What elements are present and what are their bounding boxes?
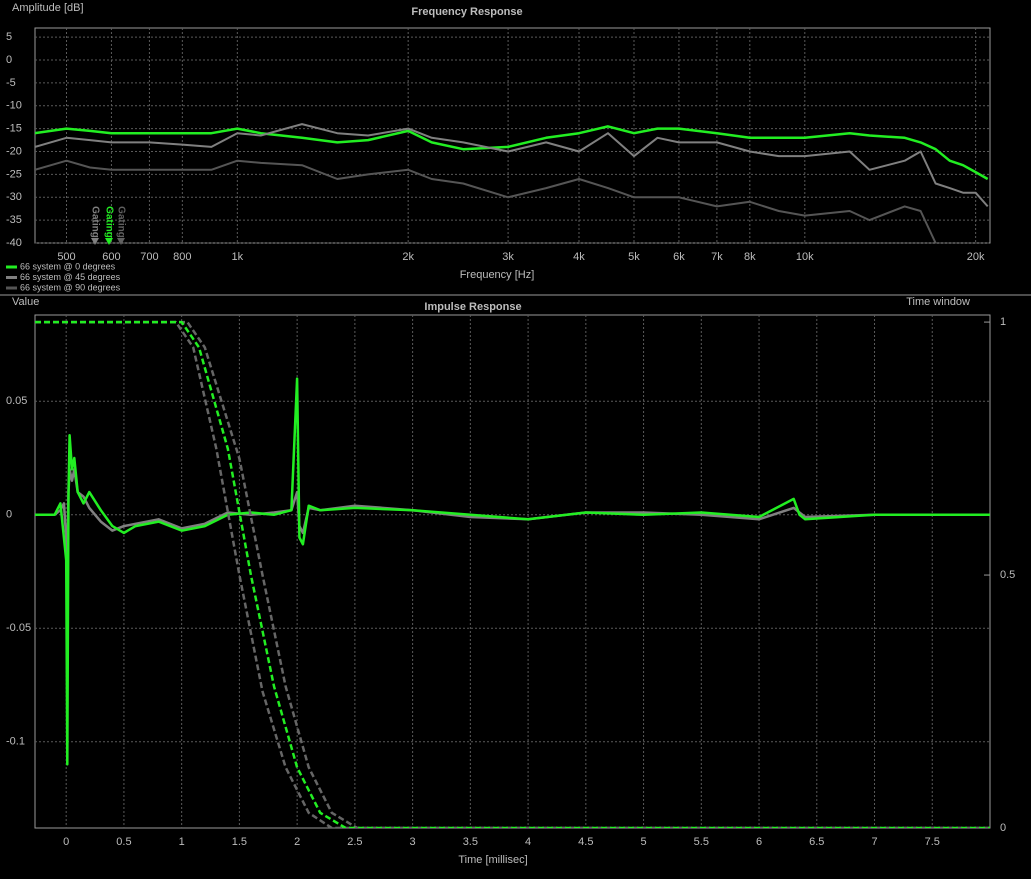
window-line bbox=[35, 320, 990, 828]
data-line bbox=[35, 123, 989, 208]
x-tick-label: 4 bbox=[525, 836, 531, 848]
x-tick-label: 500 bbox=[57, 251, 75, 263]
legend-label: 66 system @ 0 degrees bbox=[20, 261, 116, 271]
y-axis-label: Amplitude [dB] bbox=[12, 2, 84, 14]
x-tick-label: 2 bbox=[294, 836, 300, 848]
x-tick-label: 5.5 bbox=[694, 836, 709, 848]
x-tick-label: 7 bbox=[871, 836, 877, 848]
chart-title: Impulse Response bbox=[424, 301, 521, 313]
x-tick-label: 0.5 bbox=[116, 836, 131, 848]
x-tick-label: 4.5 bbox=[578, 836, 593, 848]
annotation-marker bbox=[105, 238, 113, 245]
y-tick-label: -5 bbox=[6, 77, 16, 89]
legend-label: 66 system @ 45 degrees bbox=[20, 272, 121, 282]
x-tick-label: 4k bbox=[573, 251, 585, 263]
y-tick-label: 5 bbox=[6, 31, 12, 43]
y-tick-label: -15 bbox=[6, 123, 22, 135]
x-tick-label: 6k bbox=[673, 251, 685, 263]
y-tick-label: -25 bbox=[6, 168, 22, 180]
x-tick-label: 10k bbox=[796, 251, 814, 263]
x-tick-label: 2.5 bbox=[347, 836, 362, 848]
x-tick-label: 5 bbox=[641, 836, 647, 848]
x-tick-label: 700 bbox=[140, 251, 158, 263]
y-tick-label: -10 bbox=[6, 100, 22, 112]
y-tick-label: -40 bbox=[6, 237, 22, 249]
x-axis-label: Time [millisec] bbox=[458, 854, 527, 866]
y-tick-label: -35 bbox=[6, 214, 22, 226]
x-tick-label: 1 bbox=[179, 836, 185, 848]
y-tick-label: 0.05 bbox=[6, 395, 27, 407]
x-tick-label: 5k bbox=[628, 251, 640, 263]
y2-tick-label: 0 bbox=[1000, 822, 1006, 834]
data-line bbox=[35, 125, 989, 181]
x-tick-label: 20k bbox=[967, 251, 985, 263]
x-tick-label: 6.5 bbox=[809, 836, 824, 848]
y-tick-label: 0 bbox=[6, 54, 12, 66]
x-tick-label: 2k bbox=[402, 251, 414, 263]
window-line bbox=[35, 320, 990, 828]
x-tick-label: 3k bbox=[502, 251, 514, 263]
x-tick-label: 8k bbox=[744, 251, 756, 263]
annotation-marker bbox=[91, 238, 99, 245]
annotation: Gating bbox=[103, 206, 114, 238]
annotation: Gating bbox=[89, 206, 100, 238]
y-axis-label: Value bbox=[12, 296, 39, 308]
x-tick-label: 7k bbox=[711, 251, 723, 263]
y-tick-label: -0.05 bbox=[6, 622, 31, 634]
x-tick-label: 1.5 bbox=[232, 836, 247, 848]
x-tick-label: 3.5 bbox=[463, 836, 478, 848]
x-tick-label: 600 bbox=[102, 251, 120, 263]
x-tick-label: 1k bbox=[232, 251, 244, 263]
y-tick-label: -30 bbox=[6, 191, 22, 203]
x-tick-label: 3 bbox=[410, 836, 416, 848]
y-tick-label: 0 bbox=[6, 509, 12, 521]
annotation: Gating bbox=[115, 206, 126, 238]
series-group bbox=[35, 123, 989, 243]
y2-tick-label: 1 bbox=[1000, 316, 1006, 328]
y2-tick-label: 0.5 bbox=[1000, 569, 1015, 581]
chart-title: Frequency Response bbox=[411, 6, 522, 18]
y2-axis-label: Time window bbox=[906, 296, 970, 308]
legend-label: 66 system @ 90 degrees bbox=[20, 282, 121, 292]
x-tick-label: 6 bbox=[756, 836, 762, 848]
series-group bbox=[35, 320, 990, 828]
y-tick-label: -0.1 bbox=[6, 736, 25, 748]
data-line bbox=[35, 159, 938, 243]
x-tick-label: 7.5 bbox=[925, 836, 940, 848]
annotation-marker bbox=[117, 238, 125, 245]
x-axis-label: Frequency [Hz] bbox=[460, 269, 535, 281]
window-line bbox=[35, 320, 990, 828]
x-tick-label: 800 bbox=[173, 251, 191, 263]
x-tick-label: 0 bbox=[63, 836, 69, 848]
y-tick-label: -20 bbox=[6, 145, 22, 157]
